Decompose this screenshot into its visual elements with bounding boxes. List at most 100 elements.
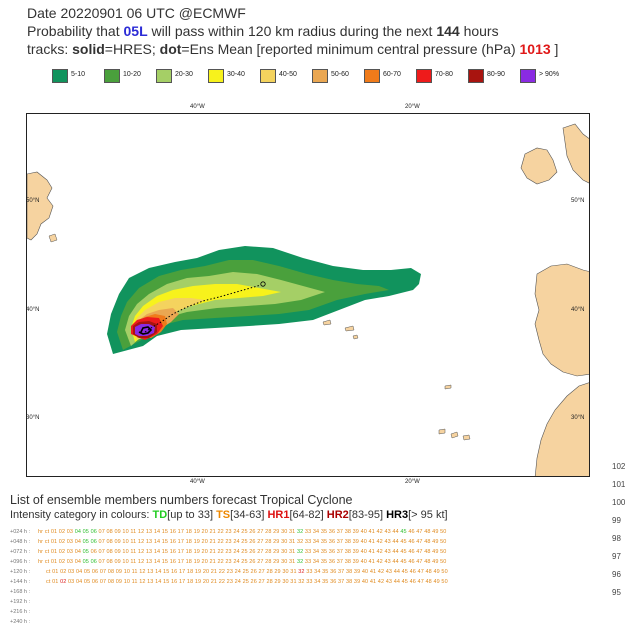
newfoundland-islet bbox=[48, 233, 58, 243]
azores-islet bbox=[322, 319, 332, 326]
legend-label: 30-40 bbox=[227, 71, 245, 78]
member-number: 01 bbox=[50, 559, 59, 565]
row-label-216h: +216 h : bbox=[10, 609, 31, 615]
cat-hr1: HR1 bbox=[267, 509, 290, 521]
row-label-192h: +192 h : bbox=[10, 599, 31, 605]
member-number: 47 bbox=[417, 569, 426, 575]
member-number: 25 bbox=[241, 549, 250, 555]
cat-td: TD bbox=[152, 509, 168, 521]
member-number: 05 bbox=[82, 529, 91, 535]
member-number: 47 bbox=[416, 529, 425, 535]
tracks-mid2: =Ens Mean [reported minimum central pres… bbox=[181, 41, 520, 57]
member-number: 21 bbox=[210, 579, 219, 585]
member-number: 37 bbox=[336, 549, 345, 555]
lon-label-top-20w: 20°W bbox=[405, 104, 420, 110]
pressure-value: 1013 bbox=[519, 41, 551, 57]
cat-ts: TS bbox=[216, 509, 231, 521]
member-number: 40 bbox=[360, 549, 369, 555]
member-number: 44 bbox=[392, 559, 401, 565]
member-number: 10 bbox=[122, 559, 131, 565]
member-number: 09 bbox=[115, 569, 124, 575]
row-label-048h: +048 h : bbox=[10, 539, 31, 545]
member-number: 18 bbox=[185, 529, 194, 535]
right-edge-label: 99 bbox=[612, 516, 621, 525]
member-number: 19 bbox=[193, 539, 202, 545]
member-number: 34 bbox=[314, 579, 323, 585]
member-number: 20 bbox=[202, 569, 211, 575]
member-number: 15 bbox=[161, 559, 170, 565]
member-number: 35 bbox=[320, 539, 329, 545]
member-number: 12 bbox=[137, 539, 146, 545]
member-number: 30 bbox=[281, 559, 290, 565]
member-number: 34 bbox=[312, 529, 321, 535]
member-number: 23 bbox=[225, 549, 234, 555]
member-number: 47 bbox=[416, 539, 425, 545]
member-number: 22 bbox=[217, 549, 226, 555]
member-number: 34 bbox=[314, 569, 323, 575]
member-number: 17 bbox=[177, 529, 186, 535]
right-edge-label: 97 bbox=[612, 552, 621, 561]
member-number: 46 bbox=[408, 539, 417, 545]
date-text: Date 20220901 06 UTC @ECMWF bbox=[27, 5, 246, 21]
member-number: 23 bbox=[226, 579, 235, 585]
member-number: 48 bbox=[424, 539, 433, 545]
member-number: 37 bbox=[336, 529, 345, 535]
member-number: 21 bbox=[209, 529, 218, 535]
legend-label: 50-60 bbox=[331, 71, 349, 78]
member-number: 42 bbox=[376, 539, 385, 545]
member-number: 20 bbox=[202, 579, 211, 585]
member-number: 05 bbox=[82, 559, 91, 565]
member-number: 13 bbox=[145, 529, 154, 535]
member-number: 17 bbox=[178, 569, 187, 575]
member-number: 09 bbox=[114, 529, 123, 535]
member-number: 16 bbox=[171, 569, 179, 575]
right-edge-label: 100 bbox=[612, 498, 626, 507]
member-number: 08 bbox=[106, 559, 115, 565]
member-number: 13 bbox=[147, 579, 156, 585]
member-number: 31 bbox=[290, 579, 299, 585]
member-number: 47 bbox=[416, 549, 425, 555]
member-number: 36 bbox=[328, 559, 337, 565]
row-label-168h: +168 h : bbox=[10, 589, 31, 595]
madeira-islet bbox=[444, 384, 452, 390]
member-number: 49 bbox=[432, 549, 441, 555]
member-number: 17 bbox=[177, 539, 186, 545]
member-number: 25 bbox=[242, 569, 251, 575]
member-number: 08 bbox=[106, 539, 115, 545]
member-number: 44 bbox=[393, 579, 402, 585]
header-tracks-line: tracks: solid=HRES; dot=Ens Mean [report… bbox=[27, 40, 558, 58]
member-number: 16 bbox=[169, 539, 178, 545]
member-number: 08 bbox=[107, 569, 116, 575]
member-number: 09 bbox=[115, 579, 124, 585]
cat-hr2-range: [83-95] bbox=[348, 509, 384, 521]
lat-label-left-40n: 40°N bbox=[26, 307, 40, 313]
tracks-mid1: =HRES; bbox=[104, 41, 160, 57]
member-number: 40 bbox=[361, 569, 370, 575]
member-number: 41 bbox=[368, 559, 377, 565]
member-number: 01 bbox=[50, 539, 59, 545]
member-number: 32 bbox=[298, 569, 307, 575]
member-number: 29 bbox=[273, 559, 282, 565]
member-number: 48 bbox=[425, 579, 434, 585]
member-number: 11 bbox=[131, 579, 140, 585]
member-number: 39 bbox=[352, 559, 361, 565]
legend-swatch bbox=[312, 69, 328, 83]
member-number: 31 bbox=[289, 559, 297, 565]
member-number: 11 bbox=[131, 569, 140, 575]
member-number: 10 bbox=[122, 539, 131, 545]
member-number: 28 bbox=[266, 569, 275, 575]
member-number: 49 bbox=[432, 529, 441, 535]
legend-swatch bbox=[260, 69, 276, 83]
legend-swatch bbox=[416, 69, 432, 83]
member-number: 05 bbox=[83, 579, 92, 585]
member-number: 32 bbox=[296, 559, 305, 565]
member-number: 49 bbox=[432, 539, 441, 545]
member-number: 13 bbox=[145, 549, 154, 555]
member-number: 04 bbox=[75, 569, 84, 575]
ens-mean-end-marker bbox=[260, 281, 266, 287]
member-number: 14 bbox=[153, 559, 162, 565]
member-number: 04 bbox=[74, 549, 83, 555]
member-number: 16 bbox=[169, 559, 178, 565]
member-number: hr bbox=[38, 549, 45, 555]
right-edge-label: 98 bbox=[612, 534, 621, 543]
